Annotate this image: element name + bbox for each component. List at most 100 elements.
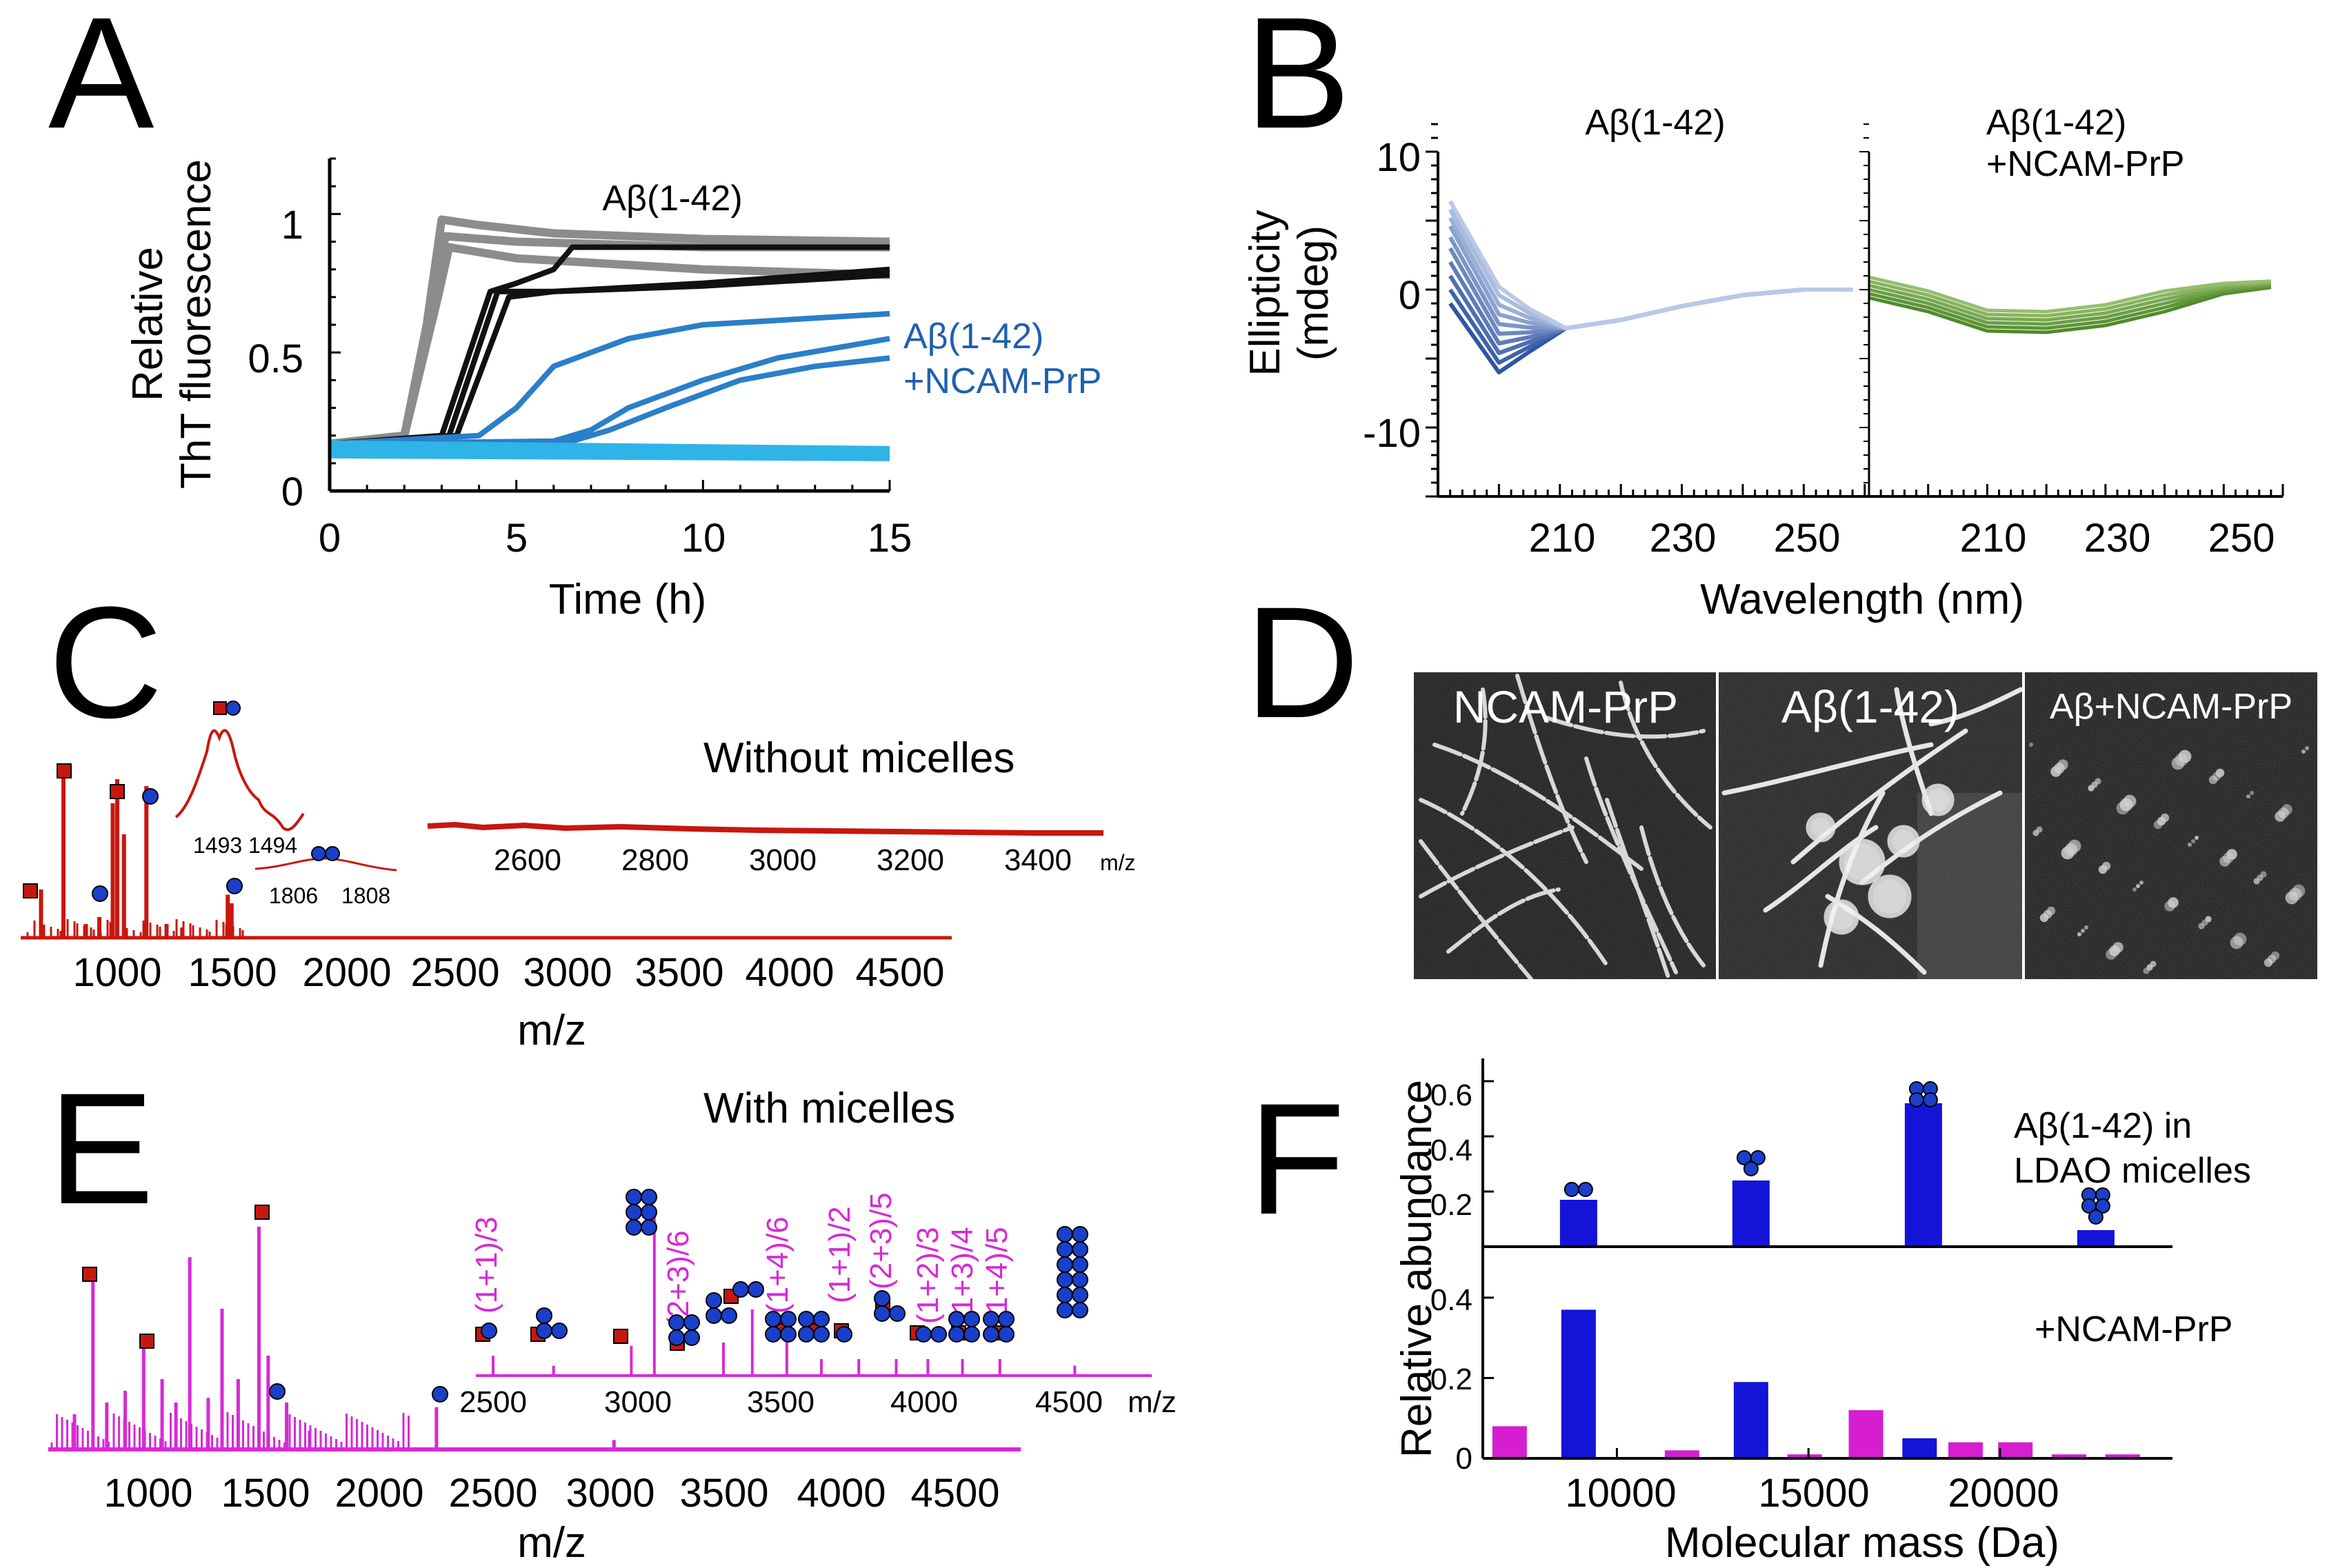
afm-aggregate (2143, 967, 2150, 974)
a-xlabel: Time (h) (549, 576, 706, 623)
panel-a-series (329, 215, 890, 461)
afm-aggregate (2275, 811, 2286, 822)
panel-b-curves (1448, 200, 2272, 374)
b-title-left: Aβ(1-42) (1585, 103, 1725, 143)
b-xlabel: Wavelength (nm) (1700, 576, 2024, 623)
b-ylabel-line1: Ellipticity (1241, 210, 1289, 376)
a-annotation-ncam-line2: +NCAM-PrP (903, 361, 1101, 401)
afm-fibril (1460, 687, 1488, 816)
f-xlabel: Molecular mass (Da) (1665, 1519, 2059, 1567)
oligomer-marker (813, 1326, 830, 1343)
panel-b: B 10 0 -10 210 230 250 210 230 250 Wavel… (1241, 0, 2284, 623)
c-zoom2-tick-1808: 1808 (341, 883, 390, 908)
c-xtick-3500: 3500 (635, 950, 723, 995)
e-inset-tick-3500: 3500 (747, 1385, 815, 1419)
bar-bottom (1902, 1438, 1937, 1458)
e-peak-label: (1+1)/3 (470, 1216, 503, 1314)
oligomer-marker (536, 1323, 552, 1339)
oligomer-marker (915, 1326, 932, 1343)
bar-bottom (1998, 1442, 2033, 1458)
oligomer-marker (641, 1219, 657, 1236)
afm-aggregate (2250, 791, 2254, 795)
bar-bottom (1664, 1450, 1699, 1458)
afm-fibril (1928, 687, 2022, 727)
a-ytick-1: 1 (281, 203, 303, 248)
c-xtick-1000: 1000 (72, 950, 161, 995)
f-ylabel: Relative abundance (1393, 1080, 1441, 1458)
oligomer-marker (1922, 1092, 1938, 1107)
panel-b-ticks (1426, 123, 2284, 498)
c-zoom1-tick-1493: 1493 (193, 833, 242, 858)
oligomer-marker (626, 1204, 642, 1220)
c-inset-tick-3000: 3000 (749, 843, 817, 877)
cd-curve-abeta-ncam (1868, 284, 2272, 330)
a-annotation-abeta: Aβ(1-42) (602, 179, 742, 219)
e-inset-tick-4500: 4500 (1035, 1385, 1103, 1419)
c-xtick-2500: 2500 (410, 950, 499, 995)
c-inset-tick-3200: 3200 (877, 843, 944, 877)
afm-aggregate (2198, 923, 2205, 929)
oligomer-marker (930, 1326, 947, 1343)
oligomer-marker (706, 1307, 722, 1324)
oligomer-marker (641, 1189, 657, 1205)
afm-image-ncam-prp (1414, 672, 1716, 979)
c-xlabel: m/z (517, 1007, 586, 1054)
oligomer-marker (1563, 1182, 1579, 1197)
oligomer-marker (998, 1311, 1015, 1327)
afm-aggregate (2088, 785, 2095, 792)
e-xtick-2000: 2000 (334, 1471, 423, 1516)
afm-aggregate (2208, 775, 2218, 785)
e-marker-circle (432, 1386, 448, 1403)
e-inset-markers (475, 1189, 1088, 1351)
afm-aggregate (2188, 843, 2192, 847)
oligomer-marker (1908, 1092, 1924, 1107)
e-marker-square (82, 1267, 97, 1282)
cd-curve-abeta-ncam (1868, 275, 2272, 314)
afm-aggregate (2098, 865, 2108, 874)
e-marker-circle (269, 1383, 286, 1400)
afm-label-ncam-prp: NCAM-PrP (1453, 681, 1678, 732)
afm-fibril (1446, 887, 1561, 954)
afm-fibril (1432, 743, 1643, 871)
c-zoom2-marker-circle (325, 846, 340, 861)
afm-fibrils-2 (1721, 687, 2022, 975)
b-xtick-230-left: 230 (1650, 516, 1717, 561)
oligomer-marker (1057, 1302, 1073, 1318)
afm-fibril (1605, 798, 1671, 979)
b-xtick-210-right: 210 (1960, 516, 2027, 561)
panel-a-ticks (328, 157, 891, 492)
oligomer-marker (889, 1305, 906, 1322)
afm-label-abeta-ncam: Aβ+NCAM-PrP (2050, 687, 2292, 727)
a-annotation-ncam-line1: Aβ(1-42) (903, 316, 1043, 356)
afm-aggregate (2032, 830, 2039, 836)
b-xtick-230-right: 230 (2084, 516, 2151, 561)
c-marker-square (23, 883, 38, 898)
b-xtick-250-right: 250 (2208, 516, 2275, 561)
oligomer-marker (626, 1189, 642, 1205)
f-top-label-line2: LDAO micelles (2014, 1151, 2251, 1191)
afm-fibril (1639, 825, 1706, 967)
afm-fibril (1419, 825, 1575, 898)
c-xtick-3000: 3000 (523, 950, 612, 995)
a-ylabel-line1: Relative (124, 247, 172, 401)
bar-top (2077, 1230, 2115, 1247)
oligomer-marker (668, 1314, 685, 1331)
oligomer-marker (2088, 1209, 2104, 1225)
c-zoom1-marker-circle (226, 701, 241, 716)
oligomer-marker (1072, 1256, 1088, 1273)
oligomer-marker (1072, 1226, 1088, 1243)
bar-top (1559, 1200, 1597, 1247)
a-ytick-0: 0 (281, 470, 303, 514)
oligomer-marker (948, 1326, 965, 1343)
afm-aggregate (2264, 958, 2273, 967)
oligomer-marker (721, 1307, 737, 1324)
afm-fibril (1515, 674, 1588, 864)
c-xtick-4000: 4000 (745, 950, 834, 995)
bar-bottom (1561, 1309, 1596, 1458)
afm-aggregate (2106, 949, 2117, 960)
panel-a: A 0 5 10 15 0 0.5 1 Time (h) Relative Th… (48, 0, 1101, 623)
f-xtick-10000: 10000 (1565, 1471, 1676, 1516)
c-inset-unit: m/z (1100, 850, 1136, 875)
e-xtick-1000: 1000 (103, 1471, 192, 1516)
